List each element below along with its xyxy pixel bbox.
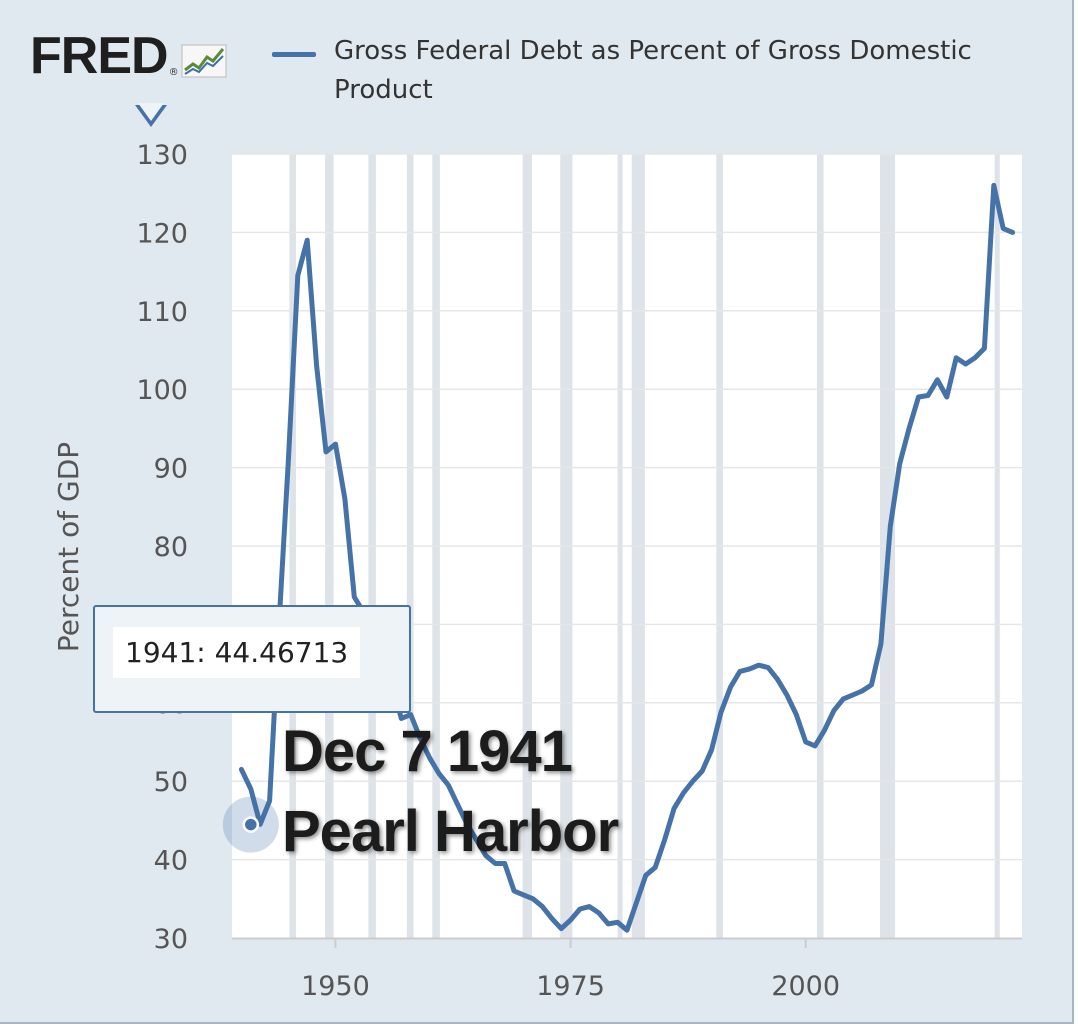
annotation-date: Dec 7 1941: [282, 719, 573, 784]
line-chart-icon: [181, 44, 227, 78]
x-axis-ticks: [334, 938, 807, 948]
annotation-event: Pearl Harbor: [282, 799, 619, 864]
gridlines: [232, 153, 1022, 861]
fred-logo[interactable]: FRED ®: [30, 30, 227, 82]
y-tick-label: 130: [136, 140, 188, 171]
x-tick-label: 1950: [301, 971, 370, 1002]
x-tick-label: 2000: [771, 971, 840, 1002]
y-tick-labels: 30405060708090100110120130: [136, 140, 188, 955]
y-tick-label: 110: [136, 297, 188, 328]
tooltip-pointer-fill: [138, 103, 164, 121]
legend-series-label: Gross Federal Debt as Percent of Gross D…: [334, 36, 972, 105]
x-tick-labels: 1950 1975 2000: [301, 971, 840, 1002]
y-tick-label: 120: [136, 218, 188, 249]
legend-series-swatch: [272, 52, 316, 57]
tooltip-content: 1941: 44.46713: [113, 627, 361, 678]
y-tick-label: 90: [154, 454, 188, 485]
logo-wordmark: FRED: [30, 27, 169, 85]
y-tick-label: 100: [136, 375, 188, 406]
data-tooltip: 1941: 44.46713: [93, 605, 411, 713]
marker-layer: [222, 796, 279, 853]
chart-legend[interactable]: Gross Federal Debt as Percent of Gross D…: [272, 32, 1032, 110]
x-tick-label: 1975: [536, 971, 605, 1002]
y-tick-label: 30: [154, 924, 188, 955]
y-tick-label: 50: [154, 767, 188, 798]
hover-point: [242, 816, 260, 833]
y-tick-label: 80: [154, 532, 188, 563]
registered-mark: ®: [168, 67, 179, 78]
tooltip-value: 44.46713: [214, 636, 349, 669]
y-tick-label: 40: [154, 846, 188, 877]
tooltip-year: 1941: [125, 636, 197, 669]
y-axis-title: Percent of GDP: [52, 442, 85, 652]
